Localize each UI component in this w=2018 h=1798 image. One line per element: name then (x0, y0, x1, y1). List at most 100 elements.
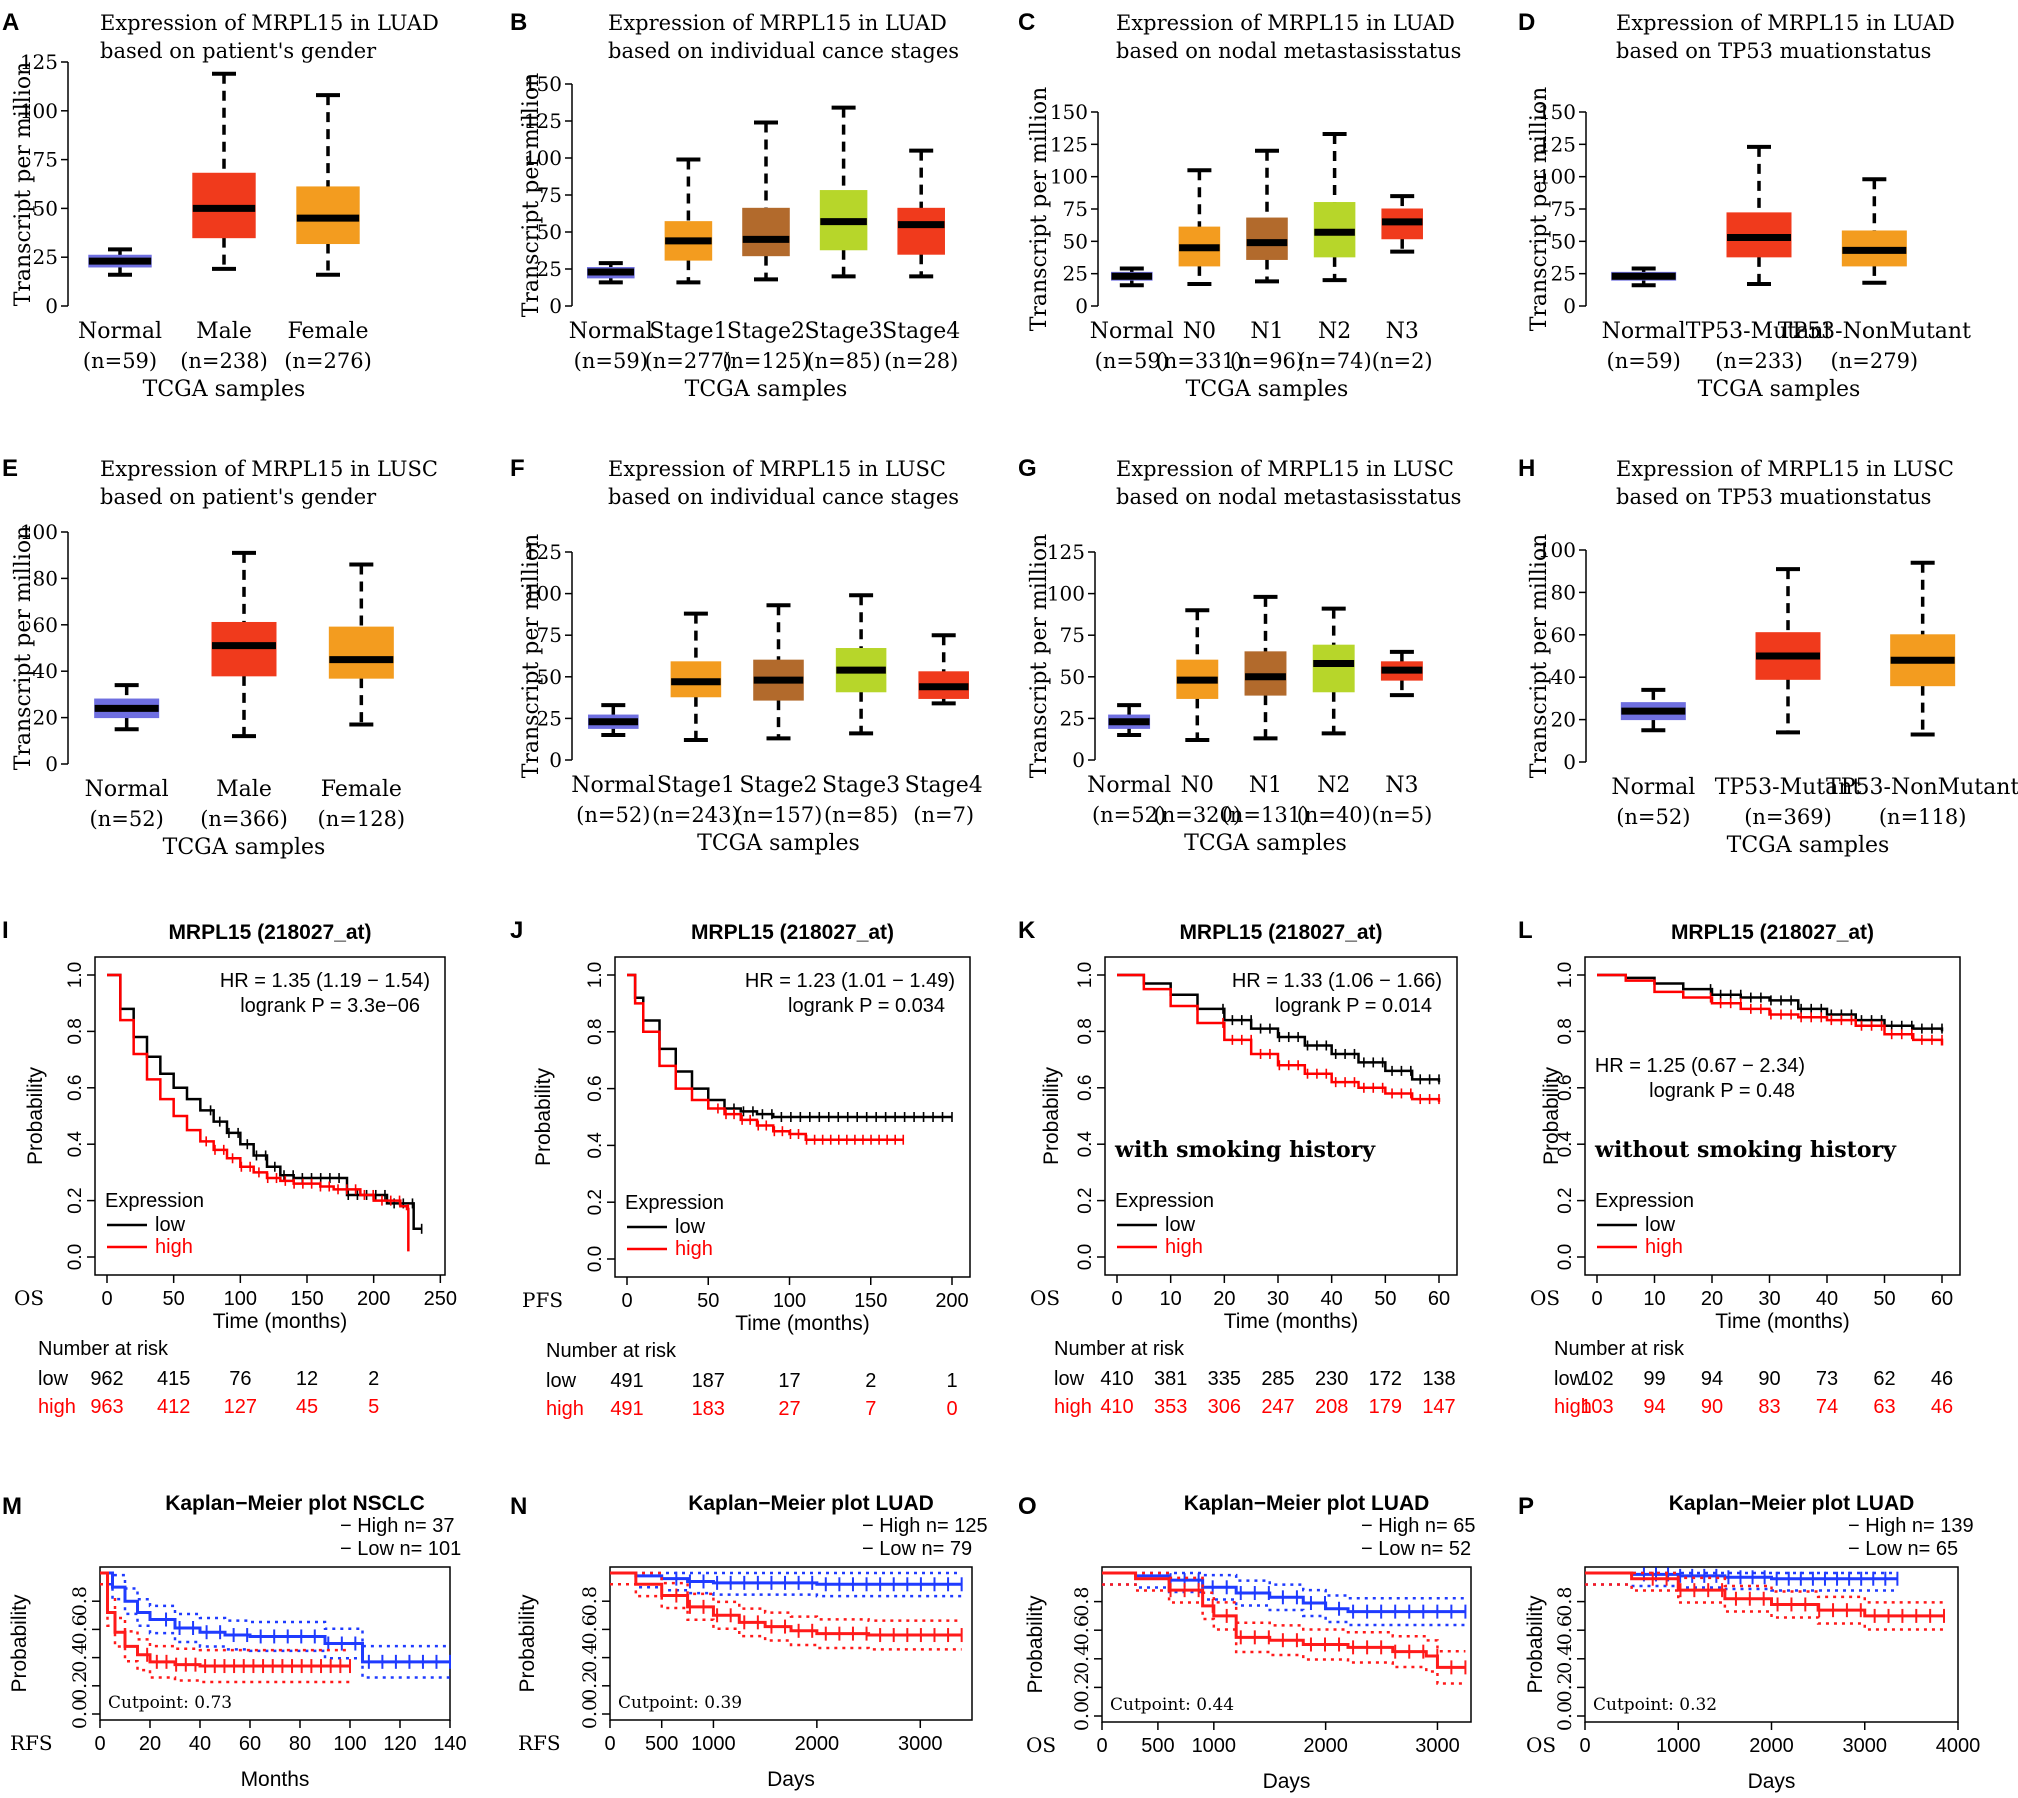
risk-high-value: 183 (692, 1398, 725, 1420)
plot-frame (99, 1566, 451, 1721)
x-axis-label: TCGA samples (685, 377, 848, 402)
x-tick-n: (n=40) (1297, 803, 1371, 827)
y-tick-label: 0.6 (1071, 1615, 1093, 1645)
y-tick-label: 50 (1063, 229, 1088, 253)
x-tick-label: 2000 (795, 1733, 840, 1755)
y-tick-label: 0.6 (1075, 1075, 1096, 1101)
x-axis-label: Days (1748, 1770, 1796, 1793)
panel-l: L MRPL15 (218027_at) 0.0 0.2 0.4 0.6 0.8 1.0 Pro… (1518, 917, 1961, 1418)
survival-line (610, 1571, 962, 1586)
panel-label: H (1518, 455, 1535, 482)
survival-line (610, 1571, 962, 1637)
risk-low-value: 172 (1369, 1368, 1402, 1390)
x-tick-label: 30 (1758, 1288, 1780, 1310)
hazard-ratio: HR = 1.35 (1.19 − 1.54) (220, 970, 430, 992)
panel-p: P Kaplan−Meier plot LUAD− High n= 139− Lo… (1518, 1492, 1980, 1793)
y-tick-label: 0.8 (585, 1019, 606, 1045)
x-tick-n: (n=52) (1092, 803, 1166, 827)
risk-row-low-label: low (546, 1370, 577, 1392)
box-normal: Normal (n=59) (569, 261, 653, 373)
risk-row-low-label: low (1554, 1368, 1585, 1390)
risk-high-value: 74 (1816, 1396, 1838, 1418)
chart-subtitle: based on nodal metastasisstatus (1116, 39, 1461, 63)
chart-title: Expression of MRPL15 in LUAD (100, 11, 439, 35)
panel-j: J MRPL15 (218027_at) 0.0 0.2 0.4 0.6 0.8 1.0 Pro… (510, 917, 971, 1420)
y-tick-label: 0.8 (1071, 1586, 1093, 1616)
y-tick-label: 125 (524, 109, 562, 133)
box-female: Female (n=276) (284, 93, 372, 373)
y-tick-label: 0.0 (1555, 1244, 1576, 1270)
y-tick-label: 150 (1538, 100, 1576, 124)
x-tick-n: (n=279) (1831, 349, 1919, 373)
y-tick-label: 0.8 (1075, 1018, 1096, 1044)
x-tick-label: Normal (1090, 319, 1174, 344)
y-tick-label: 20 (1551, 708, 1576, 732)
x-tick-label: 60 (239, 1733, 261, 1755)
risk-high-value: 963 (90, 1396, 123, 1418)
risk-high-value: 63 (1873, 1396, 1895, 1418)
chart-subtitle: based on TP53 muationstatus (1616, 485, 1931, 509)
panel-label: O (1018, 1493, 1037, 1520)
x-tick-label: 40 (1321, 1288, 1343, 1310)
panel-label: F (510, 455, 525, 482)
y-tick-label: 0.0 (1071, 1701, 1093, 1731)
logrank-p: logrank P = 3.3e−06 (240, 995, 420, 1017)
km-line-high (627, 973, 904, 1141)
panel-o: O Kaplan−Meier plot LUAD− High n= 65− Low… (1018, 1492, 1476, 1793)
legend-title: Expression (105, 1190, 204, 1212)
y-tick-label: 0.0 (65, 1244, 86, 1270)
x-tick-label: 50 (163, 1288, 185, 1310)
y-axis-label: Probability (8, 1594, 31, 1693)
x-tick-label: N0 (1183, 319, 1216, 344)
panel-label: G (1018, 455, 1037, 482)
chart-title: Expression of MRPL15 in LUSC (100, 457, 438, 481)
box-stage3: Stage3 (n=85) (822, 593, 900, 827)
y-tick-label: 125 (524, 540, 562, 564)
x-tick-label: 1000 (1656, 1735, 1701, 1757)
y-axis-label: Transcript per million (1027, 534, 1052, 779)
plot-frame (94, 956, 446, 1276)
y-axis-label: Transcript per million (1027, 87, 1052, 332)
box-male: Male (n=366) (200, 550, 288, 831)
y-tick-label: 0 (549, 294, 562, 318)
x-tick-label: N3 (1385, 773, 1418, 798)
legend-low: − Low n= 52 (1361, 1538, 1471, 1560)
x-tick-label: 150 (290, 1288, 323, 1310)
x-axis-label: TCGA samples (1698, 377, 1861, 402)
x-tick-label: 250 (424, 1288, 457, 1310)
risk-low-value: 1 (946, 1370, 957, 1392)
risk-low-value: 102 (1580, 1368, 1613, 1390)
x-tick-n: (n=277) (645, 349, 733, 373)
risk-low-value: 2 (865, 1370, 876, 1392)
box-female: Female (n=128) (318, 562, 405, 831)
box-n3: N3 (n=5) (1371, 649, 1432, 827)
y-tick-label: 80 (1551, 580, 1576, 604)
x-axis-label: Months (241, 1768, 310, 1791)
x-tick-n: (n=369) (1744, 805, 1832, 829)
x-tick-label: 0 (604, 1733, 615, 1755)
x-tick-label: TP53-NonMutant (1778, 319, 1971, 344)
survival-line (1585, 1571, 1945, 1618)
legend-title: Expression (1595, 1190, 1694, 1212)
chart-subtitle: based on individual cance stages (608, 485, 959, 509)
y-tick-label: 25 (537, 257, 562, 281)
chart-title: Expression of MRPL15 in LUSC (1116, 457, 1454, 481)
legend-high-label: high (1165, 1236, 1203, 1258)
x-tick-label: N1 (1250, 319, 1283, 344)
risk-low-value: 187 (692, 1370, 725, 1392)
x-tick-n: (n=59) (1095, 349, 1169, 373)
chart-title: MRPL15 (218027_at) (691, 921, 894, 944)
box-n2: N2 (n=74) (1297, 131, 1372, 373)
x-tick-label: Normal (1611, 775, 1695, 800)
panel-b: B Expression of MRPL15 in LUAD based on in… (510, 9, 960, 402)
x-tick-n: (n=59) (83, 349, 157, 373)
x-tick-n: (n=2) (1372, 349, 1433, 373)
legend-high: − High n= 125 (862, 1515, 988, 1537)
km-line-high (1117, 973, 1441, 1102)
chart-title: Kaplan−Meier plot LUAD (1669, 1492, 1915, 1515)
box-n0: N0 (n=331) (1156, 168, 1243, 373)
y-tick-label: 125 (1050, 132, 1088, 156)
panel-label: C (1018, 9, 1035, 36)
x-tick-label: Normal (85, 777, 169, 802)
x-tick-label: Stage4 (882, 319, 960, 344)
